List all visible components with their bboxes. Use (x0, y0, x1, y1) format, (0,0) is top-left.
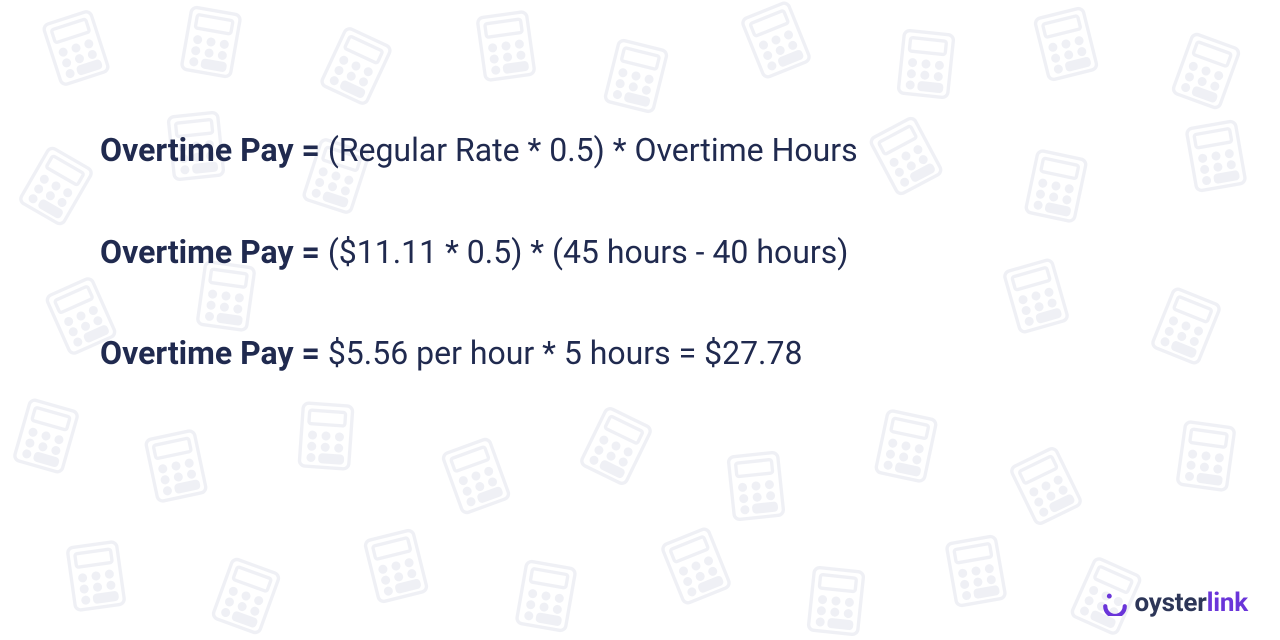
formula-value: (Regular Rate * 0.5) * Overtime Hours (328, 131, 858, 169)
brand-logo: oysterlink (1102, 588, 1248, 618)
calculator-icon (430, 430, 522, 522)
logo-word-dark: oyster (1134, 588, 1206, 618)
calculator-icon (1, 391, 90, 480)
logo-word-accent: link (1207, 588, 1248, 618)
formula-block: Overtime Pay = (Regular Rate * 0.5) * Ov… (0, 0, 1280, 375)
formula-line-2: Overtime Pay = ($11.11 * 0.5) * (45 hour… (100, 232, 1180, 274)
calculator-icon (716, 446, 795, 525)
calculator-icon (1165, 415, 1246, 496)
calculator-icon (649, 519, 743, 613)
calculator-icon (133, 423, 218, 508)
formula-value: ($11.11 * 0.5) * (45 hours - 40 hours) (328, 233, 849, 271)
calculator-icon (200, 550, 292, 640)
formula-label: Overtime Pay = (100, 334, 328, 372)
calculator-icon (504, 554, 587, 637)
calculator-icon (55, 535, 136, 616)
formula-label: Overtime Pay = (100, 233, 328, 271)
calculator-icon (568, 398, 664, 494)
formula-value: $5.56 per hour * 5 hours = $27.78 (328, 334, 803, 372)
calculator-icon (934, 529, 1017, 612)
formula-line-3: Overtime Pay = $5.56 per hour * 5 hours … (100, 333, 1180, 375)
calculator-icon (352, 522, 439, 609)
calculator-icon (998, 438, 1094, 534)
logo-text: oysterlink (1134, 588, 1248, 618)
calculator-icon (863, 403, 948, 488)
formula-line-1: Overtime Pay = (Regular Rate * 0.5) * Ov… (100, 130, 1180, 172)
calculator-icon (288, 398, 365, 475)
formula-label: Overtime Pay = (100, 131, 328, 169)
calculator-icon (796, 561, 875, 640)
logo-mark-icon (1102, 590, 1128, 616)
